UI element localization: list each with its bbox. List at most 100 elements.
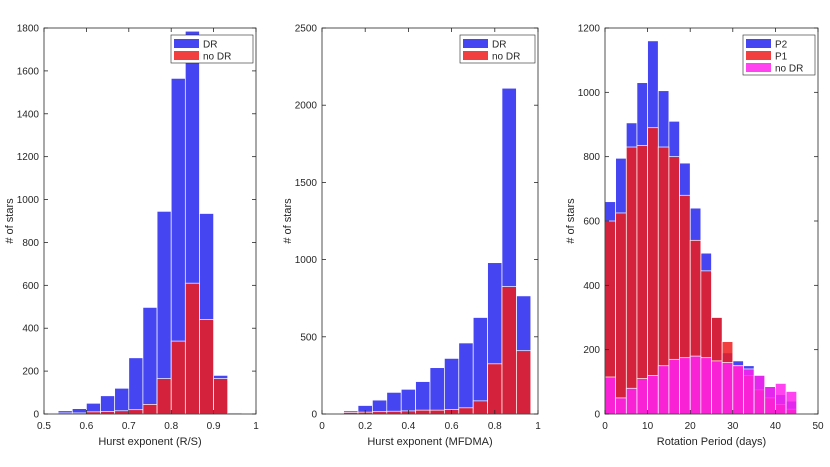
x-tick-label: 1: [253, 421, 259, 432]
bar-no-dr-6: [668, 358, 680, 415]
bar-dr-6: [429, 367, 445, 415]
x-tick-label: 0: [602, 421, 608, 432]
y-tick-label: 0: [311, 410, 317, 421]
bar-no-dr-11: [501, 286, 517, 415]
bar-p1-3: [636, 145, 648, 415]
y-tick-label: 1400: [17, 109, 40, 120]
bar-no-dr-14: [753, 375, 766, 415]
bar-no-dr-5: [415, 409, 431, 415]
bar-p1-1: [615, 212, 627, 415]
bar-dr-7: [142, 307, 158, 415]
y-tick-label: 2000: [295, 101, 318, 112]
bar-no-dr-10: [711, 360, 723, 415]
y-tick-label: 2500: [295, 24, 318, 35]
bar-no-dr-2: [625, 387, 638, 415]
bar-no-dr-5: [657, 365, 670, 415]
bar-dr-5: [415, 381, 431, 415]
bar-p1-4: [647, 127, 659, 415]
legend-swatch-1: [463, 51, 488, 60]
axes-box: [321, 27, 539, 415]
y-axis-label: # of stars: [282, 198, 294, 244]
x-tick-label: 1: [535, 421, 541, 432]
bar-no-dr-11: [721, 362, 734, 415]
legend-swatch-1: [746, 51, 771, 60]
legend-label-1: P1: [775, 52, 788, 63]
bar-no-dr-7: [142, 404, 158, 415]
y-axis-label: # of stars: [4, 198, 16, 244]
legend-swatch-0: [174, 39, 199, 48]
y-tick-label: 1000: [295, 255, 318, 266]
y-tick-label: 200: [22, 367, 39, 378]
y-tick-label: 1000: [17, 195, 40, 206]
y-tick-label: 1600: [17, 66, 40, 77]
bar-no-dr-12: [732, 365, 744, 415]
bar-no-dr-6: [128, 409, 144, 415]
bar-no-dr-9: [700, 357, 712, 415]
y-tick-label: 600: [22, 281, 39, 292]
y-tick-label: 1000: [578, 88, 601, 99]
y-tick-label: 600: [583, 217, 600, 228]
x-tick-label: 0.6: [445, 421, 459, 432]
bar-no-dr-3: [386, 410, 402, 415]
x-tick-label: 0.9: [207, 421, 221, 432]
bar-no-dr-7: [679, 357, 691, 415]
x-tick-label: 50: [812, 421, 824, 432]
y-tick-label: 500: [300, 332, 317, 343]
x-tick-label: 20: [685, 421, 697, 432]
y-tick-label: 800: [583, 152, 600, 163]
bar-no-dr-8: [689, 355, 702, 415]
y-tick-label: 400: [583, 281, 600, 292]
mfdma-histogram-panel: 0 0.2 0.4 0.6 0.8 1 0 500 1000 1500 2000 2500 Hurst …: [282, 24, 541, 449]
bar-dr-3: [386, 392, 402, 415]
rotation-period-histogram-panel: 0 10 20 30 40 50 0 200 400 600 800 1000 1200 Rotation…: [565, 24, 824, 449]
x-axis-label: Hurst exponent (MFDMA): [367, 436, 492, 448]
bar-dr-7: [444, 358, 460, 415]
x-tick-label: 0.7: [122, 421, 136, 432]
bar-no-dr-3: [636, 378, 648, 415]
bar-no-dr-16: [775, 383, 787, 415]
x-tick-label: 30: [727, 421, 739, 432]
bar-no-dr-10: [487, 363, 503, 415]
bar-no-dr-1: [615, 397, 627, 415]
bar-no-dr-9: [170, 340, 186, 415]
x-tick-label: 40: [770, 421, 782, 432]
bar-no-dr-10: [184, 282, 200, 415]
x-tick-label: 0.6: [79, 421, 93, 432]
bar-no-dr-11: [199, 319, 214, 415]
x-tick-label: 10: [642, 421, 654, 432]
axes-box: [43, 27, 257, 415]
legend-label-0: P2: [775, 40, 788, 51]
y-tick-label: 200: [583, 345, 600, 356]
x-axis-label: Hurst exponent (R/S): [98, 436, 201, 448]
rs-histogram-panel: 0.5 0.6 0.7 0.8 0.9 1 0 200 400 600 800 1000 1200 140…: [4, 24, 259, 449]
bar-no-dr-8: [156, 378, 172, 415]
bar-no-dr-0: [604, 376, 616, 415]
bar-p1-2: [625, 146, 638, 415]
x-tick-label: 0.8: [488, 421, 502, 432]
y-tick-label: 1800: [17, 24, 40, 35]
bar-no-dr-4: [647, 375, 659, 415]
bar-dr-6: [128, 357, 144, 415]
legend-swatch-0: [463, 39, 488, 48]
legend-label-0: DR: [203, 40, 217, 51]
legend-swatch-1: [174, 51, 199, 60]
legend-label-1: no DR: [203, 52, 231, 63]
bar-no-dr-17: [785, 391, 798, 415]
y-tick-label: 1500: [295, 178, 318, 189]
y-tick-label: 1200: [17, 152, 40, 163]
bar-no-dr-6: [429, 409, 445, 415]
y-tick-label: 0: [594, 410, 600, 421]
bar-no-dr-15: [764, 386, 776, 415]
legend-label-2: no DR: [775, 64, 803, 75]
y-tick-label: 800: [22, 238, 39, 249]
x-tick-label: 0: [319, 421, 325, 432]
x-tick-label: 0.4: [401, 421, 415, 432]
bar-dr-8: [458, 342, 474, 415]
x-tick-label: 0.8: [164, 421, 178, 432]
x-axis-label: Rotation Period (days): [657, 436, 766, 448]
legend-swatch-2: [746, 63, 771, 72]
legend-swatch-0: [746, 39, 771, 48]
legend-label-1: no DR: [492, 52, 520, 63]
y-tick-label: 0: [33, 410, 39, 421]
